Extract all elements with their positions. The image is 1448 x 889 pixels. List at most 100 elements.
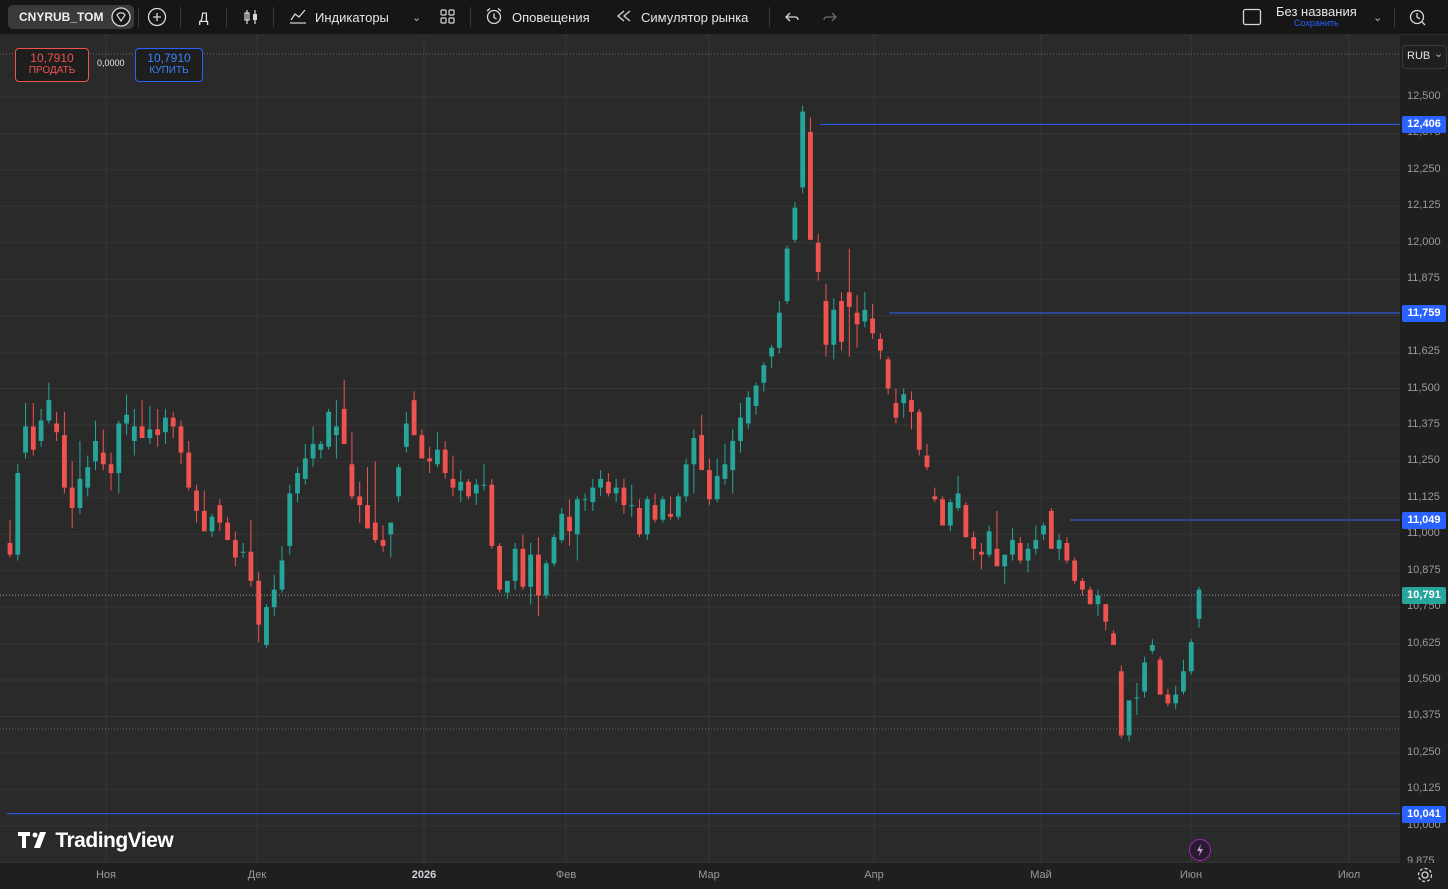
quick-search-icon[interactable] bbox=[1408, 0, 1428, 34]
candle-body bbox=[100, 452, 106, 465]
candle-body bbox=[854, 312, 860, 325]
candle-body bbox=[77, 478, 83, 509]
level-price-badge[interactable]: 10,041 bbox=[1402, 805, 1446, 823]
candle-body bbox=[1134, 697, 1140, 699]
replay-button[interactable]: Симулятор рынка bbox=[615, 0, 748, 34]
candle-body bbox=[1017, 542, 1023, 561]
candle-body bbox=[520, 548, 526, 587]
candle-body bbox=[1041, 525, 1046, 535]
candle-body bbox=[318, 443, 324, 450]
layout-title[interactable]: Без названия bbox=[1276, 4, 1357, 19]
candle-body bbox=[435, 449, 440, 465]
candle-body bbox=[333, 426, 339, 436]
price-tick-label: 12,125 bbox=[1407, 199, 1441, 212]
candle-body bbox=[147, 429, 153, 439]
layout-checkbox[interactable] bbox=[1242, 0, 1262, 34]
currency-label: RUB bbox=[1407, 50, 1431, 62]
chevron-down-icon[interactable]: ⌄ bbox=[412, 11, 422, 24]
candle-body bbox=[559, 513, 565, 541]
candle-body bbox=[497, 545, 502, 590]
price-tick-label: 10,250 bbox=[1407, 745, 1441, 758]
level-price-badge[interactable]: 11,759 bbox=[1402, 305, 1446, 322]
level-price-badge[interactable]: 12,406 bbox=[1402, 116, 1446, 134]
candle-body bbox=[481, 484, 487, 486]
candle-body bbox=[753, 385, 759, 406]
candle-body bbox=[668, 513, 673, 517]
candle-body bbox=[932, 496, 938, 500]
currency-chevron-icon: ⌄ bbox=[1434, 48, 1444, 60]
candle-body bbox=[489, 484, 495, 546]
candle-body bbox=[396, 467, 401, 497]
lightning-event-icon[interactable] bbox=[1189, 839, 1211, 861]
indicators-label: Индикаторы bbox=[315, 9, 389, 25]
brand-name: TradingView bbox=[55, 829, 174, 852]
candle-body bbox=[675, 496, 681, 517]
symbol-info-icon[interactable] bbox=[110, 0, 132, 34]
rewind-icon bbox=[615, 7, 633, 28]
candle-body bbox=[1149, 645, 1155, 651]
candle-body bbox=[924, 455, 930, 468]
time-axis-label: Фев bbox=[555, 869, 577, 881]
candle-body bbox=[707, 470, 712, 500]
settings-gear-icon[interactable] bbox=[1416, 866, 1434, 889]
candle-body bbox=[644, 499, 650, 535]
candle-body bbox=[287, 493, 293, 546]
candle-body bbox=[947, 502, 953, 526]
candle-body bbox=[567, 516, 572, 532]
candle-body bbox=[372, 522, 378, 541]
compare-symbol-icon[interactable] bbox=[146, 0, 168, 34]
candle-body bbox=[940, 499, 945, 526]
price-tick-label: 10,625 bbox=[1407, 636, 1441, 649]
level-price-badge[interactable]: 11,049 bbox=[1402, 511, 1446, 529]
candle-body bbox=[302, 458, 308, 479]
candle-body bbox=[714, 475, 720, 500]
candles-icon[interactable] bbox=[242, 0, 260, 34]
templates-icon[interactable] bbox=[439, 0, 457, 34]
price-tick-label: 10,375 bbox=[1407, 709, 1441, 722]
symbol-name[interactable]: CNYRUB_TOM bbox=[19, 10, 103, 24]
candle-body bbox=[279, 560, 285, 590]
candle-body bbox=[1072, 560, 1078, 581]
candle-body bbox=[458, 481, 464, 491]
candle-body bbox=[808, 131, 813, 240]
candle-body bbox=[450, 478, 456, 488]
candle-body bbox=[730, 440, 736, 471]
candle-body bbox=[574, 499, 580, 535]
candle-body bbox=[93, 440, 98, 462]
candle-body bbox=[652, 505, 658, 520]
candle-body bbox=[46, 400, 52, 421]
price-tick-label: 12,000 bbox=[1407, 235, 1441, 248]
layout-chevron-down-icon[interactable]: ⌄ bbox=[1373, 11, 1383, 24]
candle-body bbox=[1188, 642, 1194, 672]
redo-icon[interactable] bbox=[821, 0, 839, 34]
time-scale[interactable] bbox=[0, 863, 1448, 889]
candle-body bbox=[761, 365, 767, 383]
candle-body bbox=[271, 589, 277, 608]
indicators-button[interactable]: Индикаторы bbox=[289, 0, 389, 34]
candle-body bbox=[380, 540, 386, 546]
sell-button[interactable]: 10,7910 ПРОДАТЬ bbox=[15, 48, 89, 82]
price-tick-label: 11,375 bbox=[1407, 417, 1440, 430]
buy-button[interactable]: 10,7910 КУПИТЬ bbox=[135, 48, 203, 82]
alerts-button[interactable]: Оповещения bbox=[484, 0, 590, 34]
price-tick-label: 10,500 bbox=[1407, 673, 1441, 685]
interval-button[interactable]: Д bbox=[199, 9, 209, 25]
candle-body bbox=[201, 510, 207, 532]
price-tick-label: 11,875 bbox=[1407, 272, 1440, 285]
last-price-badge: 10,791 bbox=[1402, 587, 1446, 605]
candle-body bbox=[909, 400, 914, 412]
candle-body bbox=[551, 537, 557, 564]
time-axis-label: 2026 bbox=[411, 869, 437, 881]
layout-save-status[interactable]: Сохранить bbox=[1294, 18, 1339, 28]
candle-body bbox=[61, 435, 67, 488]
candle-body bbox=[885, 359, 891, 389]
price-scale[interactable] bbox=[1400, 35, 1448, 863]
candle-body bbox=[536, 554, 541, 596]
candle-body bbox=[1142, 662, 1148, 692]
candlestick-chart[interactable] bbox=[0, 35, 1400, 863]
time-axis-label: Апр bbox=[864, 869, 884, 881]
currency-selector[interactable]: RUB ⌄ bbox=[1402, 45, 1447, 69]
undo-icon[interactable] bbox=[783, 0, 801, 34]
candle-body bbox=[186, 452, 192, 488]
candle-body bbox=[30, 426, 36, 450]
